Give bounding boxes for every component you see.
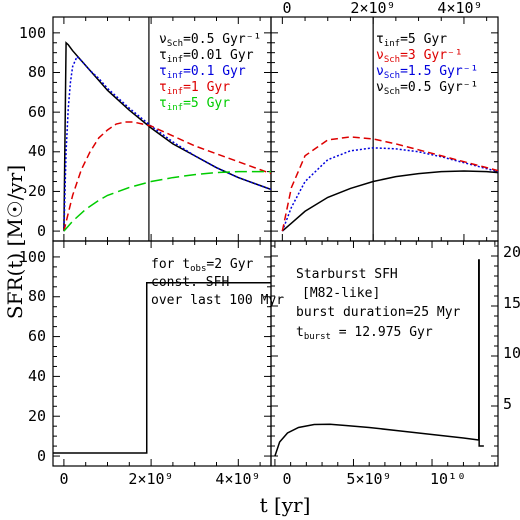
- x-tick-label: 0: [282, 470, 291, 488]
- x-axis-label: t [yr]: [260, 493, 311, 517]
- y-tick-label: 60: [28, 327, 46, 345]
- legend-entry: τinf=0.1 Gyr: [159, 64, 246, 81]
- series-line-3: [281, 136, 498, 232]
- legend-top-right: τinf=5 Gyr νSch=3 Gyr⁻¹ νSch=1.5 Gyr⁻¹ ν…: [376, 32, 478, 97]
- legend-entry: νSch=0.5 Gyr⁻¹: [376, 80, 478, 97]
- legend-entry: τinf=5 Gyr: [376, 32, 447, 49]
- top-x-tick-label: 4×10⁹: [437, 0, 482, 17]
- y-tick-label: 40: [28, 367, 46, 385]
- series-layer: [53, 17, 498, 457]
- note-line: const. SFH: [151, 275, 229, 290]
- right-y-tick-label: 5: [503, 395, 512, 413]
- y-tick-label: 20: [28, 182, 46, 200]
- top-x-tick-label: 0: [282, 0, 291, 17]
- note-bottom-left: for tobs=2 Gyr const. SFH over last 100 …: [151, 257, 284, 308]
- top-x-tick-label: 2×10⁹: [350, 0, 395, 17]
- legend-entry: τinf=0.01 Gyr: [159, 48, 254, 65]
- legend-entry: νSch=3 Gyr⁻¹: [376, 48, 463, 65]
- y-tick-label: 20: [28, 407, 46, 425]
- right-y-tick-label: 15: [503, 294, 520, 312]
- y-tick-label: 100: [19, 248, 46, 266]
- y-tick-label: 0: [37, 447, 46, 465]
- x-tick-label: 5×10⁹: [346, 470, 391, 488]
- y-tick-label: 40: [28, 142, 46, 160]
- series-line-1: [274, 259, 484, 457]
- right-y-tick-label: 20: [503, 243, 520, 261]
- panel-top-right-frame: [270, 16, 499, 242]
- y-tick-label: 0: [37, 222, 46, 240]
- y-tick-label: 100: [19, 24, 46, 42]
- note-line: Starburst SFH: [296, 267, 398, 282]
- y-tick-label: 80: [28, 63, 46, 81]
- note-line: tburst = 12.975 Gyr: [296, 325, 433, 342]
- legend-entry: νSch=1.5 Gyr⁻¹: [376, 64, 478, 81]
- legend-entry: νSch=0.5 Gyr⁻¹: [159, 32, 261, 49]
- x-tick-label: 0: [59, 470, 68, 488]
- y-axis-label: SFR(t) [M☉/yr]: [3, 165, 27, 319]
- legend-entry: τinf=1 Gyr: [159, 80, 230, 97]
- series-line-3: [63, 121, 271, 232]
- series-line-1: [53, 282, 271, 454]
- note-bottom-right: Starburst SFH [M82-like] burst duration=…: [296, 267, 461, 342]
- note-line: for tobs=2 Gyr: [151, 257, 254, 274]
- note-line: over last 100 Myr: [151, 293, 284, 308]
- note-line: burst duration=25 Myr: [296, 305, 461, 320]
- series-line-2: [281, 147, 498, 232]
- legend-top-left: νSch=0.5 Gyr⁻¹ τinf=0.01 Gyr τinf=0.1 Gy…: [159, 32, 261, 113]
- series-line-1: [281, 170, 498, 232]
- x-tick-label: 2×10⁹: [128, 470, 173, 488]
- tick-marks: [53, 17, 498, 466]
- x-tick-label: 10¹⁰: [430, 470, 466, 488]
- y-tick-label: 80: [28, 287, 46, 305]
- legend-entry: τinf=5 Gyr: [159, 96, 230, 113]
- right-y-tick-label: 10: [503, 344, 520, 362]
- x-tick-label: 4×10⁹: [215, 470, 260, 488]
- series-line-2: [63, 55, 271, 232]
- y-tick-label: 60: [28, 103, 46, 121]
- note-line: [M82-like]: [302, 286, 380, 301]
- series-line-4: [63, 170, 271, 232]
